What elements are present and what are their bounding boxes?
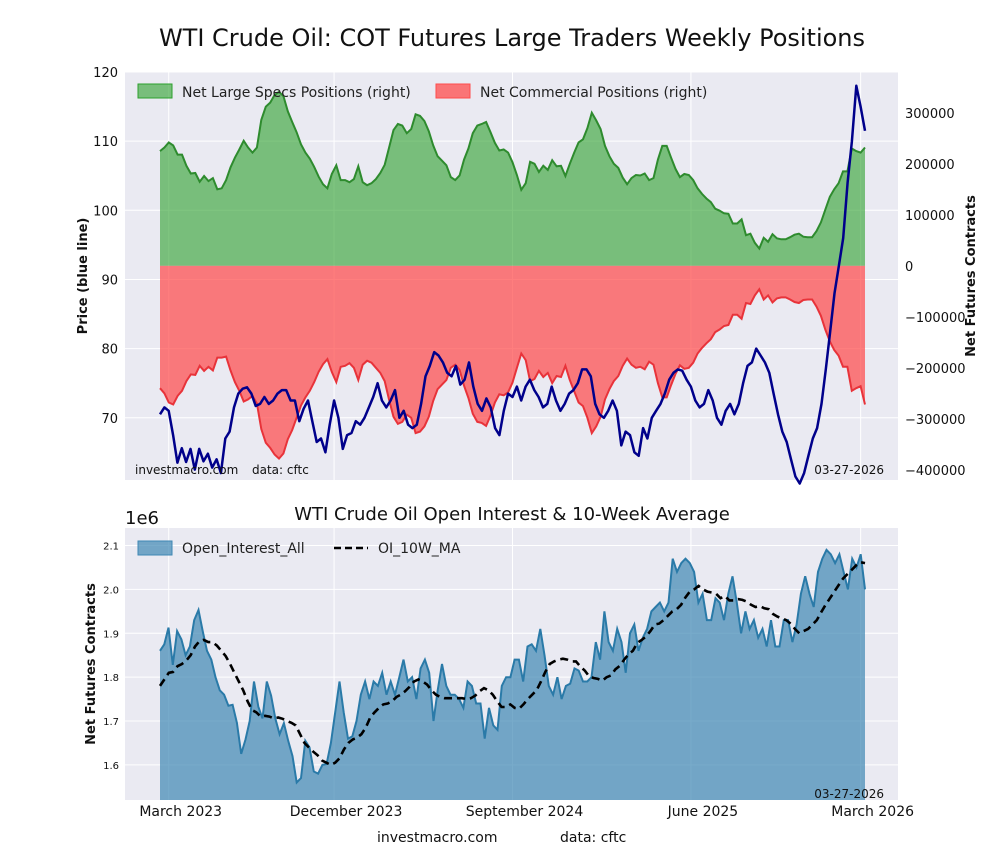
price-axis-ticks: 70 80 90 100 110 120 xyxy=(93,66,118,427)
date-tick-label: March 2026 xyxy=(831,804,914,820)
specs-positions-line xyxy=(159,90,866,251)
top-site-note: investmacro.com xyxy=(135,463,238,477)
price-tick-label: 120 xyxy=(93,66,118,81)
legend-label-commercial: Net Commercial Positions (right) xyxy=(480,85,707,101)
open-interest-line xyxy=(159,548,866,785)
contracts-tick-label: 0 xyxy=(905,260,913,275)
chart-title: WTI Crude Oil: COT Futures Large Traders… xyxy=(159,24,865,52)
price-tick-label: 80 xyxy=(101,343,118,358)
date-axis-ticks: March 2023 December 2023 September 2024 Jun… xyxy=(139,804,914,820)
ma-line xyxy=(158,560,866,767)
legend-label-ma: OI_10W_MA xyxy=(378,541,461,557)
open-interest-tick-label: 2.1 xyxy=(103,542,119,553)
open-interest-panel: WTI Crude Oil Open Interest & 10-Week Av… xyxy=(84,504,914,820)
open-interest-title: WTI Crude Oil Open Interest & 10-Week Av… xyxy=(294,504,730,525)
legend-label-specs: Net Large Specs Positions (right) xyxy=(182,85,411,101)
open-interest-tick-label: 1.7 xyxy=(103,717,119,728)
contracts-tick-label: 300000 xyxy=(905,107,955,122)
open-interest-tick-label: 1.8 xyxy=(103,673,119,684)
contracts-axis-ticks: −400000 −300000 −200000 −100000 0 100000 20000… xyxy=(905,107,966,479)
top-date-note: 03-27-2026 xyxy=(814,463,884,477)
commercial-positions-line xyxy=(159,287,866,461)
price-axis-label: Price (blue line) xyxy=(76,218,91,335)
legend-swatch-specs xyxy=(137,83,173,99)
date-tick-label: December 2023 xyxy=(290,804,403,820)
bottom-date-note: 03-27-2026 xyxy=(814,787,884,801)
top-legend: Net Large Specs Positions (right) Net Co… xyxy=(137,83,707,101)
commercial-positions-area xyxy=(160,265,865,459)
open-interest-axis-ticks: 1.6 1.7 1.8 1.9 2.0 2.1 xyxy=(103,542,119,772)
contracts-tick-label: 200000 xyxy=(905,158,955,173)
contracts-tick-label: −300000 xyxy=(905,413,966,428)
legend-label-open-interest: Open_Interest_All xyxy=(182,541,305,557)
open-interest-tick-label: 2.0 xyxy=(103,585,119,596)
bottom-legend: Open_Interest_All OI_10W_MA xyxy=(137,540,461,557)
contracts-tick-label: −200000 xyxy=(905,362,966,377)
legend-swatch-commercial xyxy=(435,83,471,99)
top-source-note: data: cftc xyxy=(252,463,309,477)
price-line xyxy=(158,84,867,485)
date-tick-label: September 2024 xyxy=(466,804,584,820)
footer-source: data: cftc xyxy=(560,830,626,846)
open-interest-axis-label: Net Futures Contracts xyxy=(84,583,99,745)
price-positions-panel: 70 80 90 100 110 120 −400000 −300000 −200000 −10… xyxy=(76,66,979,485)
open-interest-areas xyxy=(158,548,866,800)
y-offset-label: 1e6 xyxy=(125,508,159,529)
contracts-tick-label: −100000 xyxy=(905,311,966,326)
price-tick-label: 110 xyxy=(93,135,118,150)
contracts-tick-label: 100000 xyxy=(905,209,955,224)
date-tick-label: March 2023 xyxy=(139,804,222,820)
position-areas xyxy=(158,84,867,485)
open-interest-tick-label: 1.9 xyxy=(103,629,119,640)
price-tick-label: 70 xyxy=(101,412,118,427)
price-tick-label: 90 xyxy=(101,273,118,288)
legend-swatch-open-interest xyxy=(137,540,173,556)
price-tick-label: 100 xyxy=(93,204,118,219)
contracts-tick-label: −400000 xyxy=(905,464,966,479)
specs-positions-area xyxy=(160,91,865,266)
open-interest-tick-label: 1.6 xyxy=(103,761,119,772)
open-interest-area xyxy=(160,549,865,800)
footer-site: investmacro.com xyxy=(377,830,497,846)
contracts-axis-label-right: Net Futures Contracts xyxy=(964,195,979,357)
date-tick-label: June 2025 xyxy=(667,804,739,820)
